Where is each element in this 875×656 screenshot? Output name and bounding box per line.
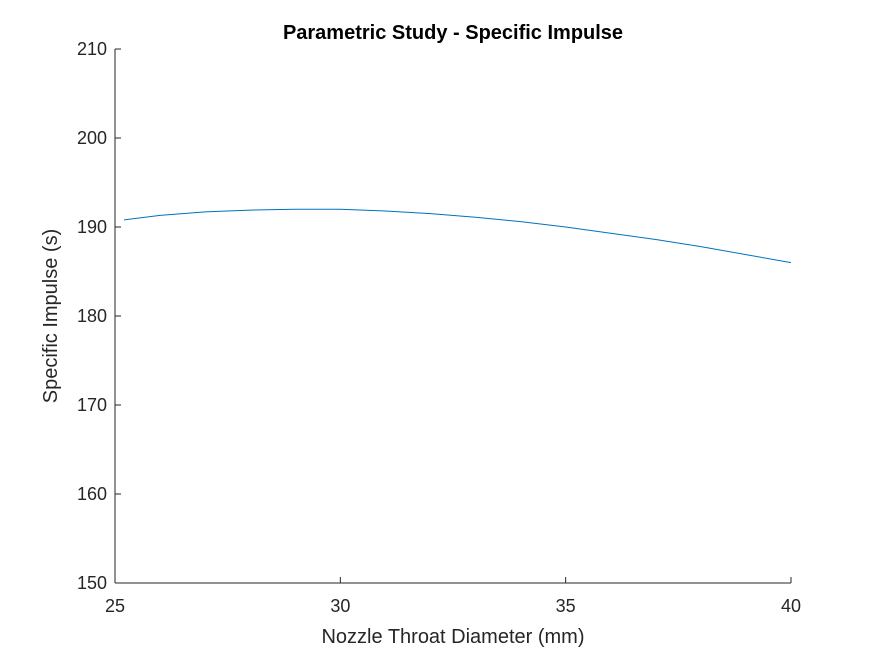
y-tick-label: 200	[77, 128, 107, 148]
chart-title: Parametric Study - Specific Impulse	[283, 22, 623, 44]
data-point	[791, 262, 792, 263]
data-point	[430, 213, 431, 214]
series	[123, 208, 792, 264]
data-point	[700, 246, 701, 247]
data-point	[610, 233, 611, 234]
data-point	[385, 210, 386, 211]
data-point	[295, 209, 296, 210]
axes	[114, 49, 791, 584]
x-tick-label: 25	[105, 596, 125, 616]
y-tick-label: 190	[77, 217, 107, 237]
y-tick-label: 170	[77, 395, 107, 415]
data-point	[655, 239, 656, 240]
data-point	[205, 211, 206, 212]
x-tick-label: 40	[781, 596, 801, 616]
data-point	[565, 227, 566, 228]
y-tick-label: 180	[77, 306, 107, 326]
series-line	[123, 208, 792, 264]
data-point	[160, 215, 161, 216]
data-point	[340, 209, 341, 210]
y-tick-label: 160	[77, 484, 107, 504]
data-point	[520, 221, 521, 222]
y-tick-label: 150	[77, 573, 107, 593]
x-axis-label: Nozzle Throat Diameter (mm)	[321, 626, 584, 648]
data-point	[745, 254, 746, 255]
ticks: 25 30 35 40 150 160 170 180 190 200 210	[77, 39, 801, 616]
y-tick-label: 210	[77, 39, 107, 59]
data-point	[475, 217, 476, 218]
y-axis-label: Specific Impulse (s)	[40, 229, 62, 404]
data-point	[250, 210, 251, 211]
data-point	[124, 219, 125, 220]
x-tick-label: 30	[330, 596, 350, 616]
x-tick-label: 35	[556, 596, 576, 616]
